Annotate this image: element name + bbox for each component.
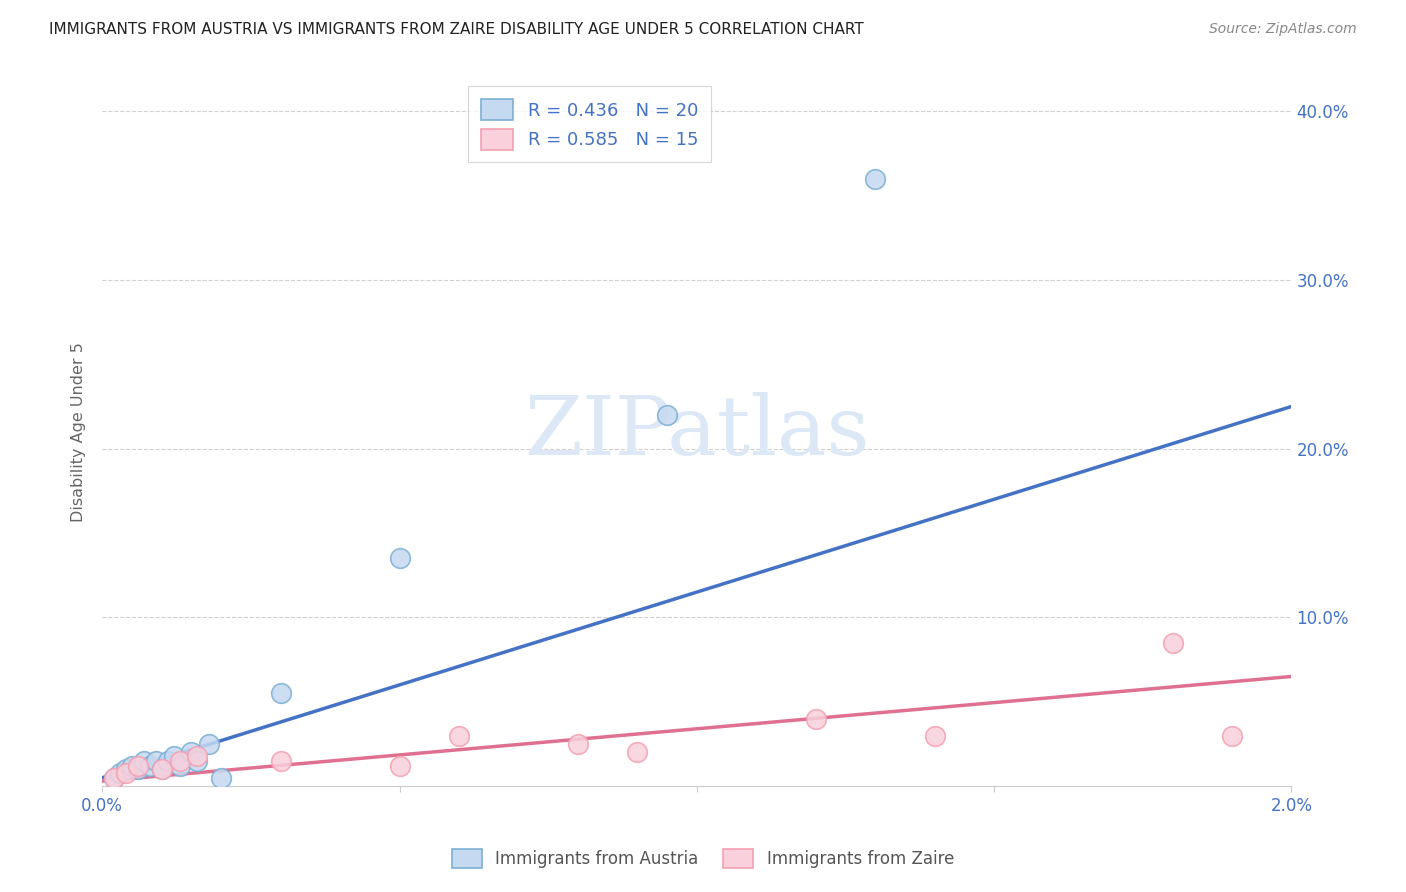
Point xyxy=(447,729,470,743)
Point xyxy=(127,759,149,773)
Point xyxy=(655,408,678,422)
Point xyxy=(115,762,138,776)
Point xyxy=(169,754,191,768)
Point xyxy=(186,748,208,763)
Point xyxy=(115,765,138,780)
Text: ZIPatlas: ZIPatlas xyxy=(524,392,869,472)
Text: IMMIGRANTS FROM AUSTRIA VS IMMIGRANTS FROM ZAIRE DISABILITY AGE UNDER 5 CORRELAT: IMMIGRANTS FROM AUSTRIA VS IMMIGRANTS FR… xyxy=(49,22,863,37)
Point xyxy=(1161,636,1184,650)
Point xyxy=(567,737,589,751)
Point xyxy=(863,171,886,186)
Y-axis label: Disability Age Under 5: Disability Age Under 5 xyxy=(72,342,86,522)
Legend: R = 0.436   N = 20, R = 0.585   N = 15: R = 0.436 N = 20, R = 0.585 N = 15 xyxy=(468,87,711,162)
Point xyxy=(924,729,946,743)
Point xyxy=(186,754,208,768)
Point xyxy=(156,754,179,768)
Point xyxy=(626,745,648,759)
Point xyxy=(270,754,292,768)
Point xyxy=(162,748,184,763)
Point xyxy=(108,765,131,780)
Point xyxy=(180,745,202,759)
Point xyxy=(169,759,191,773)
Point xyxy=(127,762,149,776)
Point xyxy=(388,551,411,566)
Point xyxy=(198,737,221,751)
Text: Source: ZipAtlas.com: Source: ZipAtlas.com xyxy=(1209,22,1357,37)
Point xyxy=(145,754,167,768)
Point xyxy=(804,712,827,726)
Legend: Immigrants from Austria, Immigrants from Zaire: Immigrants from Austria, Immigrants from… xyxy=(446,842,960,875)
Point xyxy=(388,759,411,773)
Point xyxy=(139,759,162,773)
Point xyxy=(150,762,173,776)
Point xyxy=(121,759,143,773)
Point xyxy=(209,771,232,785)
Point xyxy=(1220,729,1243,743)
Point xyxy=(132,754,155,768)
Point xyxy=(150,762,173,776)
Point xyxy=(103,771,125,785)
Point xyxy=(103,771,125,785)
Point xyxy=(270,686,292,700)
